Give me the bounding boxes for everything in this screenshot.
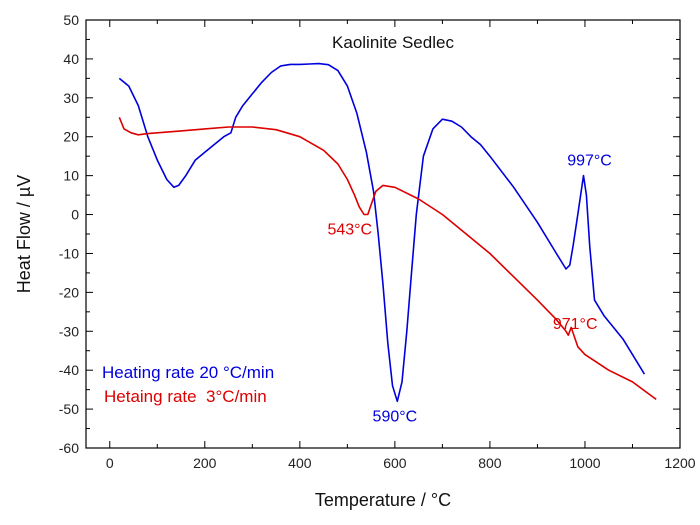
peak-annotation: 971°C xyxy=(553,316,598,333)
plot-frame xyxy=(85,19,681,449)
x-tick-label: 0 xyxy=(106,455,114,471)
x-axis-title: Temperature / °C xyxy=(315,490,451,510)
peak-annotation: 997°C xyxy=(567,153,612,170)
x-tick-label: 400 xyxy=(288,455,312,471)
x-tick-label: 1000 xyxy=(569,455,600,471)
series-layer xyxy=(118,62,657,403)
y-tick-label: -30 xyxy=(59,323,79,339)
legend: Heating rate 20 °C/min Hetaing rate 3°C/… xyxy=(102,363,274,406)
y-tick-label: -20 xyxy=(59,284,79,300)
x-tick-label: 200 xyxy=(193,455,217,471)
chart-title: Kaolinite Sedlec xyxy=(332,33,454,52)
y-tick-label: 50 xyxy=(63,12,79,28)
y-tick-label: 30 xyxy=(63,90,79,106)
x-tick-label: 600 xyxy=(383,455,407,471)
legend-entry-heating-20: Heating rate 20 °C/min xyxy=(102,363,274,382)
annotation-layer: 543°C 590°C 997°C 971°C xyxy=(327,153,611,426)
y-tick-label: -50 xyxy=(59,401,79,417)
y-tick-label: -10 xyxy=(59,245,79,261)
series-line-0 xyxy=(118,62,646,403)
y-tick-label: -40 xyxy=(59,362,79,378)
peak-annotation: 543°C xyxy=(327,222,372,239)
legend-entry-heating-3: Hetaing rate 3°C/min xyxy=(104,387,267,406)
y-tick-label: 10 xyxy=(63,168,79,184)
peak-annotation: 590°C xyxy=(373,408,418,425)
y-tick-label: 0 xyxy=(71,207,79,223)
y-tick-label: 40 xyxy=(63,51,79,67)
y-axis-title: Heat Flow / µV xyxy=(14,175,34,293)
y-tick-label: -60 xyxy=(59,440,79,456)
axes: 0 200 400 600 800 1000 1200 -60 -50 -40 -30 -20 -10 0… xyxy=(59,12,696,471)
x-tick-label: 1200 xyxy=(664,455,695,471)
series-line-1 xyxy=(118,116,657,401)
x-tick-label: 800 xyxy=(478,455,502,471)
y-tick-label: 20 xyxy=(63,129,79,145)
